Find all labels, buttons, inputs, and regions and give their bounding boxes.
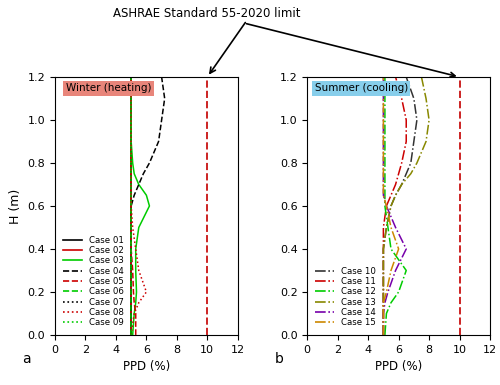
- Text: ASHRAE Standard 55-2020 limit: ASHRAE Standard 55-2020 limit: [113, 7, 455, 77]
- X-axis label: PPD (%): PPD (%): [123, 360, 170, 373]
- X-axis label: PPD (%): PPD (%): [375, 360, 422, 373]
- Legend: Case 10, Case 11, Case 12, Case 13, Case 14, Case 15: Case 10, Case 11, Case 12, Case 13, Case…: [312, 263, 379, 331]
- Legend: Case 01, Case 02, Case 03, Case 04, Case 05, Case 06, Case 07, Case 08, Case 09: Case 01, Case 02, Case 03, Case 04, Case…: [60, 233, 127, 331]
- Text: Summer (cooling): Summer (cooling): [314, 84, 408, 94]
- Y-axis label: H (m): H (m): [9, 188, 22, 224]
- Text: Winter (heating): Winter (heating): [66, 84, 152, 94]
- Text: b: b: [274, 352, 283, 366]
- Text: a: a: [22, 352, 30, 366]
